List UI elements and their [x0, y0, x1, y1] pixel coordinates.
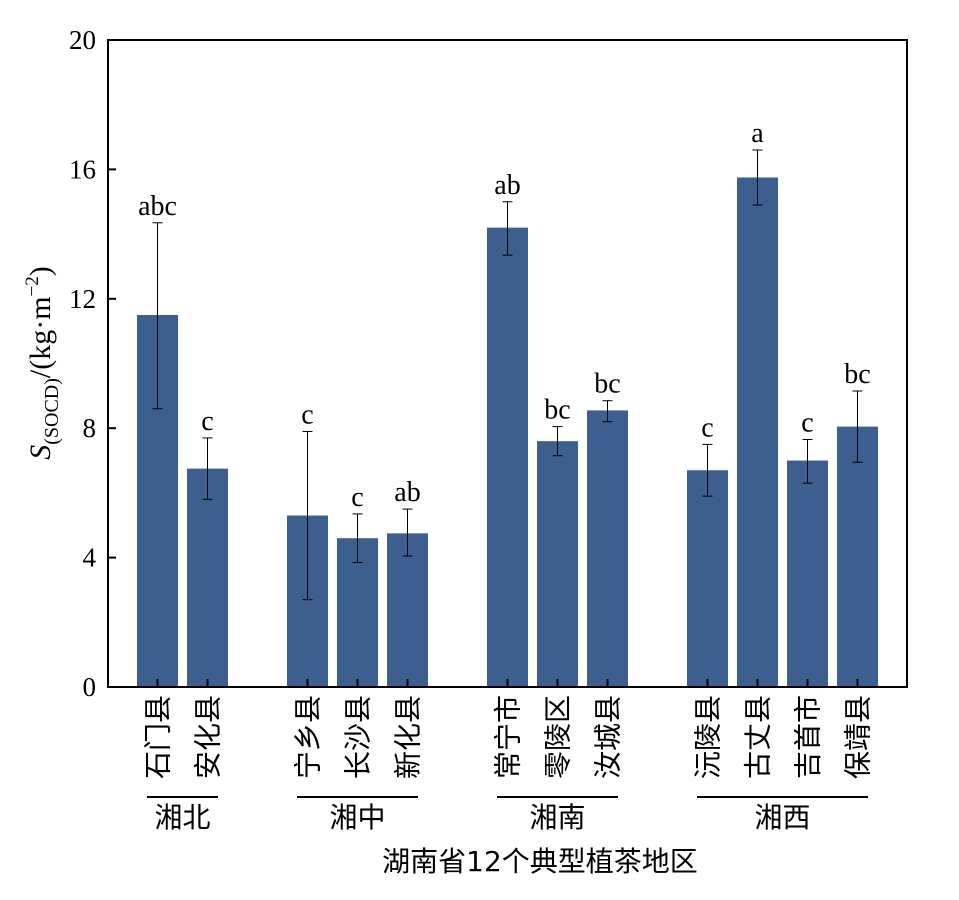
category-label: 新化县: [392, 695, 425, 779]
category-label: 石门县: [142, 695, 175, 779]
significance-label: bc: [844, 359, 870, 390]
bars: [137, 177, 878, 688]
significance-label: c: [201, 406, 213, 437]
significance-label: c: [701, 412, 713, 443]
bar: [737, 177, 778, 688]
significance-label: c: [351, 482, 363, 513]
y-tick-label: 16: [69, 154, 96, 184]
bar: [837, 426, 878, 687]
category-label: 汝城县: [592, 695, 625, 779]
y-tick-label: 4: [83, 543, 97, 573]
group-label: 湘北: [154, 801, 210, 834]
significance-label: ab: [394, 477, 420, 508]
significance-label: c: [801, 408, 813, 439]
y-tick-label: 12: [69, 284, 96, 314]
group-label: 湘南: [529, 801, 585, 834]
bar: [687, 470, 728, 687]
category-label: 常宁市: [492, 695, 525, 779]
bar: [787, 460, 828, 687]
y-axis-title: S(SOCD)/(kg·m−2): [22, 266, 63, 460]
category-label: 保靖县: [842, 695, 875, 779]
y-axis-ticks: 0 4 8 12 16 20: [69, 25, 116, 702]
category-label: 沅陵县: [692, 695, 725, 779]
significance-label: a: [751, 118, 764, 149]
significance-label: ab: [494, 170, 520, 201]
group-label: 湘西: [754, 801, 810, 834]
category-label: 长沙县: [342, 695, 375, 779]
y-tick-label: 8: [83, 413, 97, 443]
category-label: 古丈县: [742, 695, 775, 779]
group-label: 湘中: [329, 801, 385, 834]
bar: [387, 533, 428, 687]
significance-label: c: [301, 399, 313, 430]
category-label: 宁乡县: [292, 695, 325, 779]
group-labels: 湘北 湘中 湘南 湘西: [147, 796, 868, 834]
y-tick-label: 20: [69, 25, 96, 55]
y-axis-unit-suffix: ): [24, 266, 57, 276]
bar: [587, 410, 628, 687]
bar: [487, 227, 528, 687]
significance-label: abc: [138, 191, 177, 222]
category-labels: 石门县 安化县 宁乡县 长沙县 新化县 常宁市 零陵区 汝城县 沅陵县 古丈县 吉首市 保靖县: [142, 679, 875, 779]
category-label: 零陵区: [542, 695, 575, 779]
category-label: 安化县: [192, 695, 225, 779]
x-axis-title: 湖南省12个典型植茶地区: [382, 845, 698, 878]
y-tick-label: 0: [83, 672, 97, 702]
y-axis-exponent: −2: [22, 276, 43, 296]
bar: [187, 468, 228, 687]
bar: [537, 441, 578, 687]
y-axis-symbol: S: [24, 445, 57, 460]
category-label: 吉首市: [792, 695, 825, 779]
bar: [337, 538, 378, 687]
y-axis-unit-prefix: /(kg·m: [24, 296, 57, 378]
significance-label: bc: [544, 395, 570, 426]
significance-label: bc: [594, 369, 620, 400]
y-axis-subscript: (SOCD): [41, 378, 63, 445]
error-bars: [152, 149, 863, 601]
